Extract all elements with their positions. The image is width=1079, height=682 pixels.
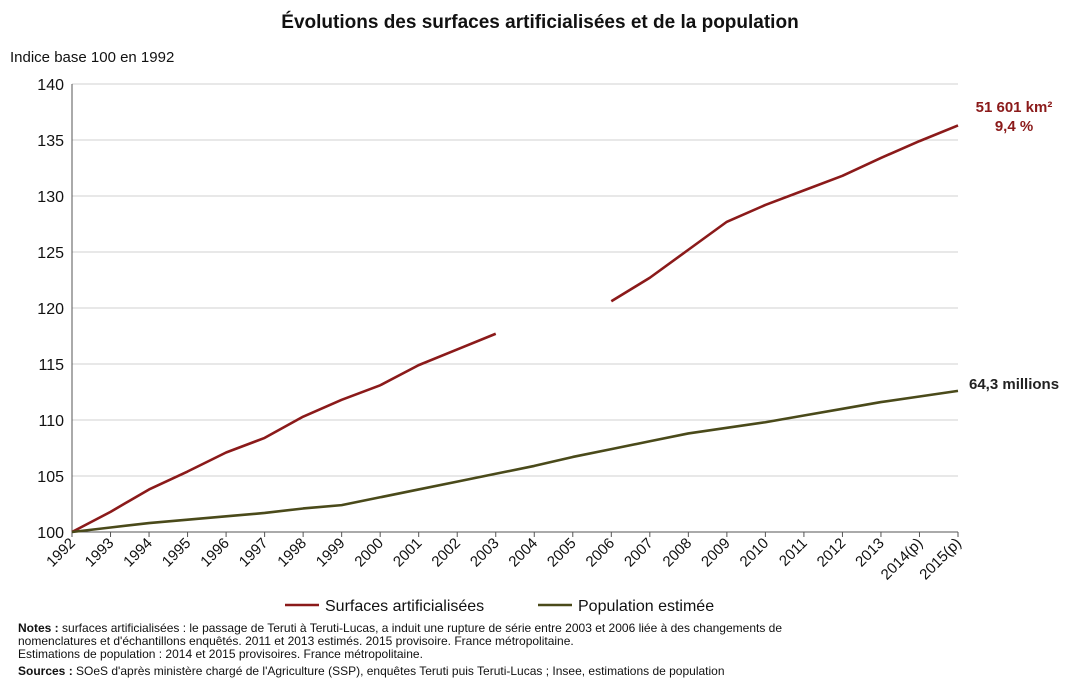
x-tick-label: 1998 <box>274 535 310 571</box>
end-labels: 51 601 km² 9,4 % 64,3 millions <box>969 99 1059 393</box>
series-lines <box>71 124 959 534</box>
y-axis-ticks: 100 105 110 115 120 125 130 135 140 <box>37 77 64 542</box>
x-tick-label: 2011 <box>776 535 811 570</box>
x-tick-label: 2015(p) <box>916 535 965 584</box>
x-tick-label: 2012 <box>814 535 850 571</box>
x-tick-label: 2008 <box>660 535 696 571</box>
grid <box>71 83 958 533</box>
y-tick-label: 110 <box>38 413 64 430</box>
x-tick-label: 2010 <box>737 535 773 571</box>
y-tick-label: 115 <box>38 357 64 374</box>
y-tick-label: 120 <box>37 301 64 318</box>
x-tick-label: 2004 <box>505 535 541 571</box>
y-tick-label: 140 <box>37 77 64 94</box>
x-tick-label: 2000 <box>351 535 387 571</box>
end-label-surface-km2: 51 601 km² <box>976 99 1053 116</box>
x-tick-label: 2001 <box>390 535 426 571</box>
y-tick-label: 100 <box>37 525 64 542</box>
y-tick-label: 130 <box>37 189 64 206</box>
x-tick-label: 1999 <box>313 535 349 571</box>
x-tick-label: 1993 <box>82 535 118 571</box>
y-tick-label: 135 <box>37 133 64 150</box>
x-tick-label: 1997 <box>236 535 272 571</box>
legend-label: Surfaces artificialisées <box>325 598 484 615</box>
x-tick-label: 1996 <box>197 535 233 571</box>
x-tick-label: 2009 <box>698 535 734 571</box>
notes-line-1: surfaces artificialisées : le passage de… <box>62 621 783 635</box>
x-tick-label: 2002 <box>428 535 464 571</box>
legend-label: Population estimée <box>578 598 714 615</box>
x-tick-label: 1994 <box>120 535 156 571</box>
sources: Sources : SOeS d'après ministère chargé … <box>18 664 1068 678</box>
x-tick-label: 2006 <box>583 535 619 571</box>
y-tick-label: 105 <box>37 469 64 486</box>
series-line <box>71 389 959 534</box>
end-label-population: 64,3 millions <box>969 376 1059 393</box>
sources-text: SOeS d'après ministère chargé de l'Agric… <box>76 664 725 678</box>
y-tick-label: 125 <box>37 245 64 262</box>
notes-line-2: nomenclatures et d'échantillons enquêtés… <box>18 634 574 648</box>
notes: Notes : surfaces artificialisées : le pa… <box>18 622 1068 661</box>
series-line <box>610 124 959 303</box>
end-label-surface-pct: 9,4 % <box>995 118 1033 135</box>
x-tick-label: 2014(p) <box>878 535 927 584</box>
legend: Surfaces artificialisées Population estim… <box>285 598 714 615</box>
chart-title: Évolutions des surfaces artificialisées … <box>281 11 798 33</box>
notes-line-3: Estimations de population : 2014 et 2015… <box>18 647 423 661</box>
x-tick-label: 2003 <box>467 535 503 571</box>
x-tick-label: 2007 <box>621 535 657 571</box>
y-axis-label: Indice base 100 en 1992 <box>10 49 174 66</box>
series-line <box>71 332 497 534</box>
x-tick-label: 2013 <box>852 535 888 571</box>
notes-label: Notes : <box>18 621 59 635</box>
sources-label: Sources : <box>18 664 73 678</box>
x-tick-label: 2005 <box>544 535 580 571</box>
x-tick-label: 1995 <box>159 535 195 571</box>
x-axis-ticks: 1992 1993 1994 1995 1996 1997 1998 1999 2000 2001… <box>43 532 965 583</box>
